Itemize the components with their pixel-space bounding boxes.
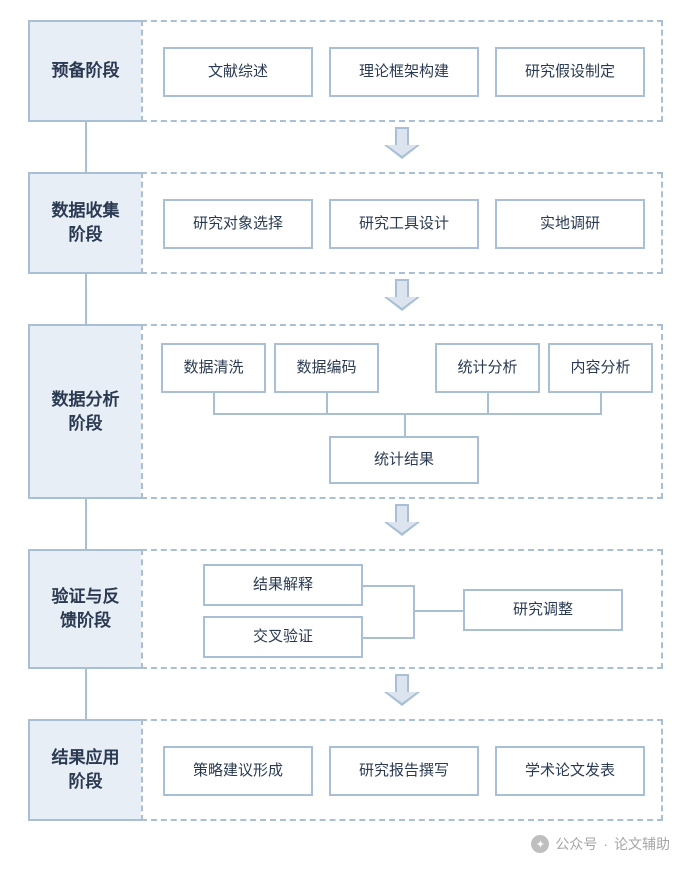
- connector: [213, 393, 215, 413]
- spine-connector: [85, 122, 87, 172]
- stage-label: 数据分析阶段: [28, 324, 143, 499]
- stage-row-2: 数据分析阶段数据清洗数据编码 统计分析内容分析统计结果: [28, 324, 663, 499]
- stage-row-3: 验证与反馈阶段 结果解释交叉验证 研究调整: [28, 549, 663, 669]
- spine-connector: [85, 499, 87, 549]
- connector: [413, 610, 463, 612]
- watermark-name: 论文辅助: [614, 834, 670, 854]
- flowchart-box: 研究报告撰写: [329, 746, 479, 796]
- flowchart-box: 结果解释: [203, 564, 363, 606]
- arrow-down-icon: [384, 127, 420, 159]
- flowchart-box: 统计结果: [329, 436, 479, 484]
- connector: [487, 393, 489, 413]
- flowchart-box: 实地调研: [495, 199, 645, 249]
- flowchart-box: 内容分析: [548, 343, 653, 393]
- watermark: ✦公众号·论文辅助: [531, 834, 670, 854]
- arrow-down-icon: [384, 279, 420, 311]
- stage-row-4: 结果应用阶段策略建议形成研究报告撰写学术论文发表: [28, 719, 663, 821]
- stage-container: 策略建议形成研究报告撰写学术论文发表: [141, 719, 663, 821]
- flowchart-box: 研究调整: [463, 589, 623, 631]
- flowchart-box: 交叉验证: [203, 616, 363, 658]
- watermark-label: 公众号: [555, 834, 597, 854]
- spine-connector: [85, 274, 87, 324]
- flowchart-box: 文献综述: [163, 47, 313, 97]
- arrow-down-icon: [384, 504, 420, 536]
- wechat-icon: ✦: [531, 835, 549, 853]
- flowchart-box: 学术论文发表: [495, 746, 645, 796]
- stage-label: 数据收集阶段: [28, 172, 143, 274]
- flowchart-box: 研究工具设计: [329, 199, 479, 249]
- stage-container: 数据清洗数据编码 统计分析内容分析统计结果: [141, 324, 663, 499]
- flowchart-box: 研究假设制定: [495, 47, 645, 97]
- stage-container: 文献综述理论框架构建研究假设制定: [141, 20, 663, 122]
- connector: [600, 393, 602, 413]
- flowchart-box: 数据清洗: [161, 343, 266, 393]
- stage-label: 预备阶段: [28, 20, 143, 122]
- connector: [404, 413, 406, 436]
- flowchart-box: 策略建议形成: [163, 746, 313, 796]
- connector: [213, 413, 602, 415]
- flowchart-box: 数据编码: [274, 343, 379, 393]
- connector: [363, 585, 413, 587]
- connector: [413, 585, 415, 639]
- stage-container: 研究对象选择研究工具设计实地调研: [141, 172, 663, 274]
- flowchart-box: 理论框架构建: [329, 47, 479, 97]
- spine-connector: [85, 669, 87, 719]
- flowchart-box: 研究对象选择: [163, 199, 313, 249]
- stage-row-1: 数据收集阶段研究对象选择研究工具设计实地调研: [28, 172, 663, 274]
- connector: [363, 637, 413, 639]
- stage-label: 结果应用阶段: [28, 719, 143, 821]
- stage-label: 验证与反馈阶段: [28, 549, 143, 669]
- stage-row-0: 预备阶段文献综述理论框架构建研究假设制定: [28, 20, 663, 122]
- stage-container: 结果解释交叉验证 研究调整: [141, 549, 663, 669]
- flowchart-box: 统计分析: [435, 343, 540, 393]
- connector: [326, 393, 328, 413]
- arrow-down-icon: [384, 674, 420, 706]
